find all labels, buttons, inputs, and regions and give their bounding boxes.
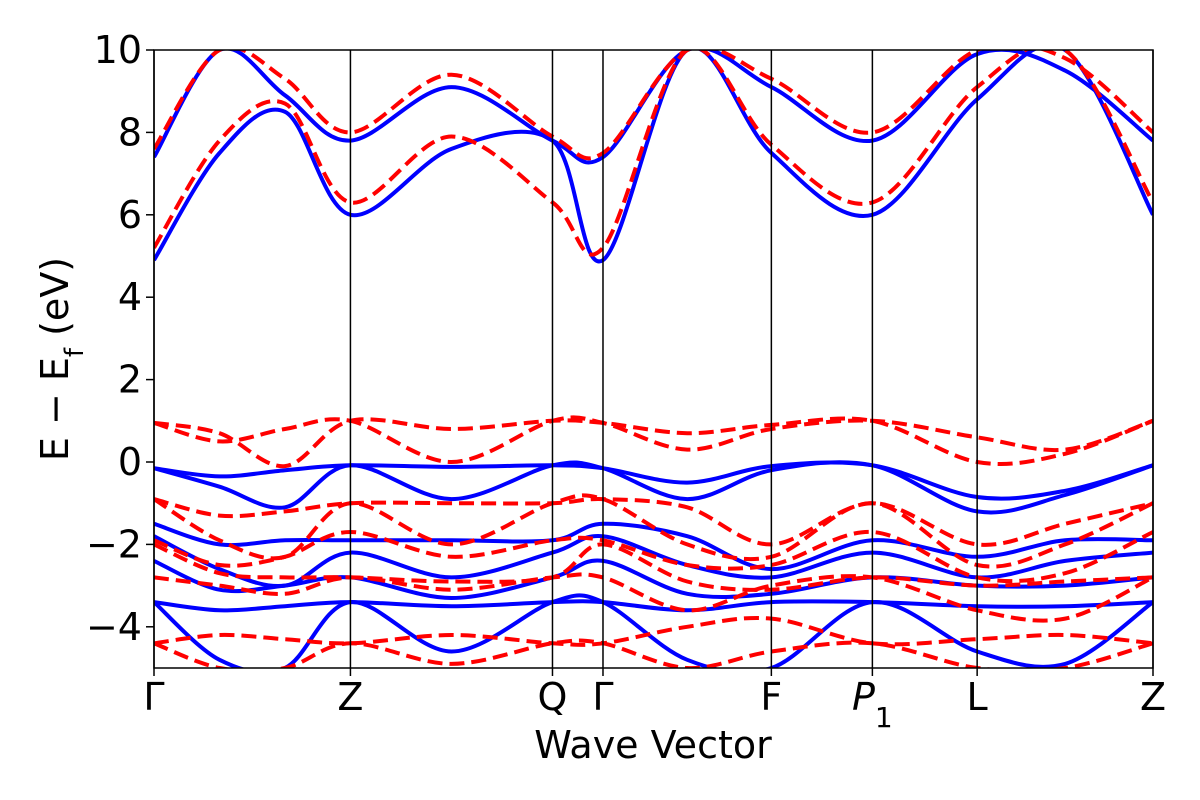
x-tick-label: Γ: [592, 675, 613, 719]
y-axis-ticks: −4 −2 0 2 4 6 8 10: [86, 28, 154, 649]
x-tick-label: Z: [1140, 675, 1166, 719]
band-line-13: [154, 497, 1153, 547]
x-tick-label: P1: [852, 675, 893, 734]
band-line-3: [154, 50, 1153, 161]
band-line-6: [154, 521, 1153, 572]
y-tick-label: −2: [86, 522, 142, 566]
band-line-1: [154, 50, 1153, 165]
band-line-18: [154, 615, 1153, 647]
y-tick-label: 0: [118, 440, 142, 484]
x-tick-label: L: [967, 675, 988, 719]
x-tick-label: Z: [337, 675, 363, 719]
y-tick-label: −4: [86, 605, 142, 649]
x-tick-label: Γ: [143, 675, 164, 719]
band-line-0: [154, 50, 1153, 264]
band-lines: [154, 50, 1153, 668]
x-tick-label: F: [760, 675, 782, 719]
band-line-4: [154, 460, 1153, 501]
y-tick-label: 2: [118, 358, 142, 402]
y-tick-label: 4: [118, 275, 142, 319]
band-line-19: [154, 638, 1153, 668]
x-axis-ticks: Γ Z Q Γ F P1 L Z: [143, 668, 1166, 734]
band-line-16: [154, 542, 1153, 592]
band-line-9: [154, 599, 1153, 613]
y-tick-label: 10: [94, 28, 142, 72]
y-tick-label: 6: [118, 193, 142, 237]
y-tick-label: 8: [118, 110, 142, 154]
x-tick-label: Q: [538, 675, 568, 719]
plot-frame: [153, 49, 1154, 669]
y-axis-title: E − Ef (eV): [33, 257, 90, 461]
x-axis-title: Wave Vector: [534, 723, 772, 767]
